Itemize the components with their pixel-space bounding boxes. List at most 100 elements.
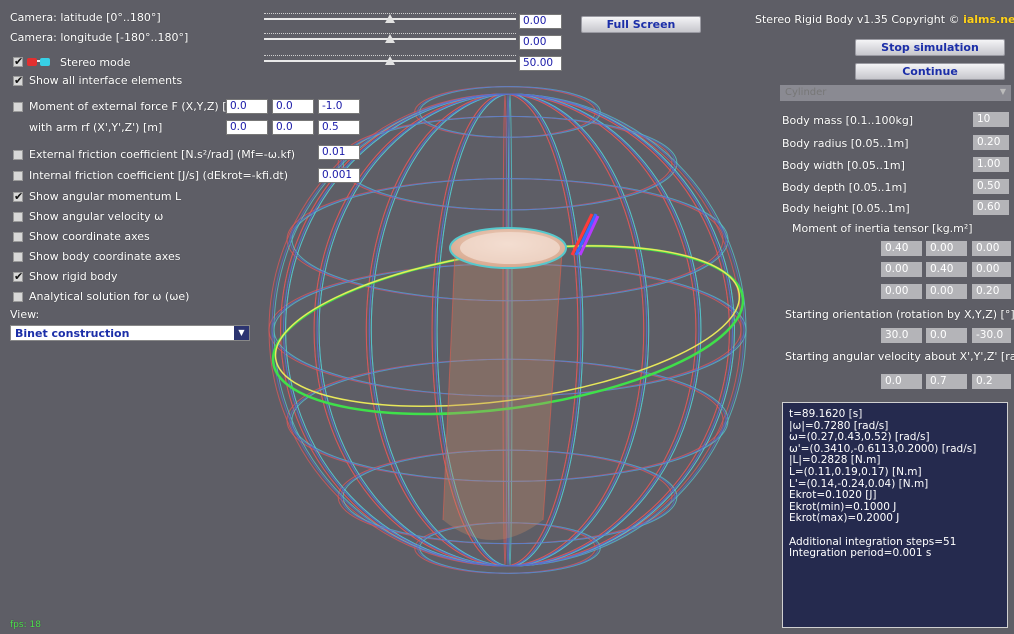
ang-vel-x-input[interactable]: 0.0 — [881, 374, 922, 389]
int-friction-checkbox[interactable] — [13, 171, 23, 181]
inertia-cell[interactable]: 0.00 — [926, 284, 967, 299]
info-line: ω'=(0.3410,-0.6113,0.2000) [rad/s] — [789, 442, 977, 455]
stereo-glasses-icon — [27, 58, 50, 66]
orientation-x-input[interactable]: 30.0 — [881, 328, 922, 343]
show-angular-momentum-checkbox[interactable] — [13, 190, 23, 203]
inertia-cell[interactable]: 0.00 — [926, 241, 967, 256]
info-line: t=89.1620 [s] — [789, 408, 863, 420]
stereo-slider[interactable] — [264, 55, 516, 67]
inertia-cell[interactable]: 0.00 — [881, 284, 922, 299]
stereo-mode-label: Stereo mode — [60, 56, 131, 69]
int-friction-label: Internal friction coefficient [J/s] (dEk… — [29, 169, 289, 182]
stereo-input[interactable]: 50.00 — [519, 56, 562, 71]
arm-z-input[interactable]: 0.5 — [318, 120, 360, 135]
arm-x-input[interactable]: 0.0 — [226, 120, 268, 135]
camera-longitude-label: Camera: longitude [-180°..180°] — [10, 31, 189, 44]
body-mass-input[interactable]: 10 — [973, 112, 1009, 127]
body-height-input[interactable]: 0.60 — [973, 200, 1009, 215]
analytical-solution-checkbox[interactable] — [13, 292, 23, 302]
moment-z-input[interactable]: -1.0 — [318, 99, 360, 114]
info-line: L=(0.11,0.19,0.17) [N.m] — [789, 465, 922, 478]
body-depth-label: Body depth [0.05..1m] — [782, 181, 907, 194]
ang-vel-z-input[interactable]: 0.2 — [972, 374, 1011, 389]
body-width-label: Body width [0.05..1m] — [782, 159, 905, 172]
brand-link[interactable]: ialms.net — [963, 13, 1014, 26]
wireframe-sphere — [268, 86, 747, 574]
body-radius-input[interactable]: 0.20 — [973, 135, 1009, 150]
info-line: Ekrot(min)=0.1000 J — [789, 500, 897, 513]
info-line: Ekrot(max)=0.2000 J — [789, 512, 900, 525]
body-width-input[interactable]: 1.00 — [973, 157, 1009, 172]
body-radius-label: Body radius [0.05..1m] — [782, 137, 909, 150]
inertia-cell[interactable]: 0.00 — [881, 262, 922, 277]
show-rigid-body-checkbox[interactable] — [13, 270, 23, 283]
show-angular-velocity-checkbox[interactable] — [13, 212, 23, 222]
continue-button[interactable]: Continue — [855, 63, 1005, 80]
full-screen-button[interactable]: Full Screen — [581, 16, 701, 33]
camera-longitude-thumb[interactable] — [385, 34, 395, 43]
inertia-label: Moment of inertia tensor [kg.m²] — [792, 222, 973, 235]
inertia-cell[interactable]: 0.40 — [881, 241, 922, 256]
stereo-mode-checkbox[interactable] — [13, 55, 23, 68]
view-dropdown[interactable]: Binet construction ▼ — [10, 325, 250, 341]
show-all-label: Show all interface elements — [29, 74, 183, 87]
camera-latitude-input[interactable]: 0.00 — [519, 14, 562, 29]
inertia-cell[interactable]: 0.00 — [972, 241, 1011, 256]
info-line: Additional integration steps=51 — [789, 535, 957, 548]
simulation-info-panel: t=89.1620 [s] |ω|=0.7280 [rad/s] ω=(0.27… — [782, 402, 1008, 628]
arm-label: with arm rf (X',Y',Z') [m] — [29, 121, 163, 134]
ang-vel-y-input[interactable]: 0.7 — [926, 374, 967, 389]
info-line — [789, 525, 1001, 537]
moment-checkbox[interactable] — [13, 102, 23, 112]
orientation-z-input[interactable]: -30.0 — [972, 328, 1011, 343]
stereo-thumb[interactable] — [385, 56, 395, 65]
chevron-down-icon: ▼ — [234, 326, 249, 340]
show-coordinate-axes-label: Show coordinate axes — [29, 230, 150, 243]
view-dropdown-value: Binet construction — [15, 327, 130, 340]
camera-latitude-label: Camera: latitude [0°..180°] — [10, 11, 161, 24]
ext-friction-label: External friction coefficient [N.s²/rad]… — [29, 148, 296, 161]
inertia-cell[interactable]: 0.00 — [972, 262, 1011, 277]
body-mass-label: Body mass [0.1..100kg] — [782, 114, 914, 127]
analytical-solution-label: Analytical solution for ω (ωe) — [29, 290, 190, 303]
camera-latitude-slider[interactable] — [264, 13, 516, 25]
starting-angular-velocity-label: Starting angular velocity about X',Y',Z'… — [785, 350, 1014, 363]
body-height-label: Body height [0.05..1m] — [782, 202, 910, 215]
show-angular-momentum-label: Show angular momentum L — [29, 190, 182, 203]
int-friction-input[interactable]: 0.001 — [318, 168, 360, 183]
info-line: Integration period=0.001 s — [789, 547, 932, 560]
inertia-matrix: 0.40 0.00 0.00 0.00 0.40 0.00 0.00 0.00 … — [881, 241, 1011, 301]
view-label: View: — [10, 308, 40, 321]
info-line: ω=(0.27,0.43,0.52) [rad/s] — [789, 431, 930, 444]
show-body-axes-checkbox[interactable] — [13, 252, 23, 262]
moment-x-input[interactable]: 0.0 — [226, 99, 268, 114]
show-coordinate-axes-checkbox[interactable] — [13, 232, 23, 242]
show-body-axes-label: Show body coordinate axes — [29, 250, 181, 263]
camera-latitude-thumb[interactable] — [385, 14, 395, 23]
camera-longitude-slider[interactable] — [264, 33, 516, 45]
inertia-cell[interactable]: 0.40 — [926, 262, 967, 277]
orientation-y-input[interactable]: 0.0 — [926, 328, 967, 343]
body-preset-value: Cylinder — [785, 87, 827, 98]
app-title: Stereo Rigid Body v1.35 Copyright © ialm… — [755, 13, 1014, 26]
moment-y-input[interactable]: 0.0 — [272, 99, 314, 114]
fps-counter: fps: 18 — [10, 620, 41, 630]
moment-label: Moment of external force F (X,Y,Z) [N] — [29, 100, 240, 113]
camera-longitude-input[interactable]: 0.00 — [519, 35, 562, 50]
body-preset-dropdown[interactable]: Cylinder ▼ — [780, 85, 1011, 101]
ext-friction-input[interactable]: 0.01 — [318, 145, 360, 160]
show-angular-velocity-label: Show angular velocity ω — [29, 210, 164, 223]
show-all-checkbox[interactable] — [13, 74, 23, 87]
body-depth-input[interactable]: 0.50 — [973, 179, 1009, 194]
app-title-text: Stereo Rigid Body v1.35 Copyright © — [755, 13, 960, 26]
info-line: Ekrot=0.1020 [J] — [789, 489, 877, 502]
starting-orientation-label: Starting orientation (rotation by X,Y,Z)… — [785, 308, 1014, 321]
chevron-down-icon: ▼ — [999, 87, 1006, 96]
angular-momentum-arrow — [570, 213, 600, 256]
info-line: |L|=0.2828 [N.m] — [789, 454, 881, 467]
stop-simulation-button[interactable]: Stop simulation — [855, 39, 1005, 56]
inertia-cell[interactable]: 0.20 — [972, 284, 1011, 299]
arm-y-input[interactable]: 0.0 — [272, 120, 314, 135]
ext-friction-checkbox[interactable] — [13, 150, 23, 160]
